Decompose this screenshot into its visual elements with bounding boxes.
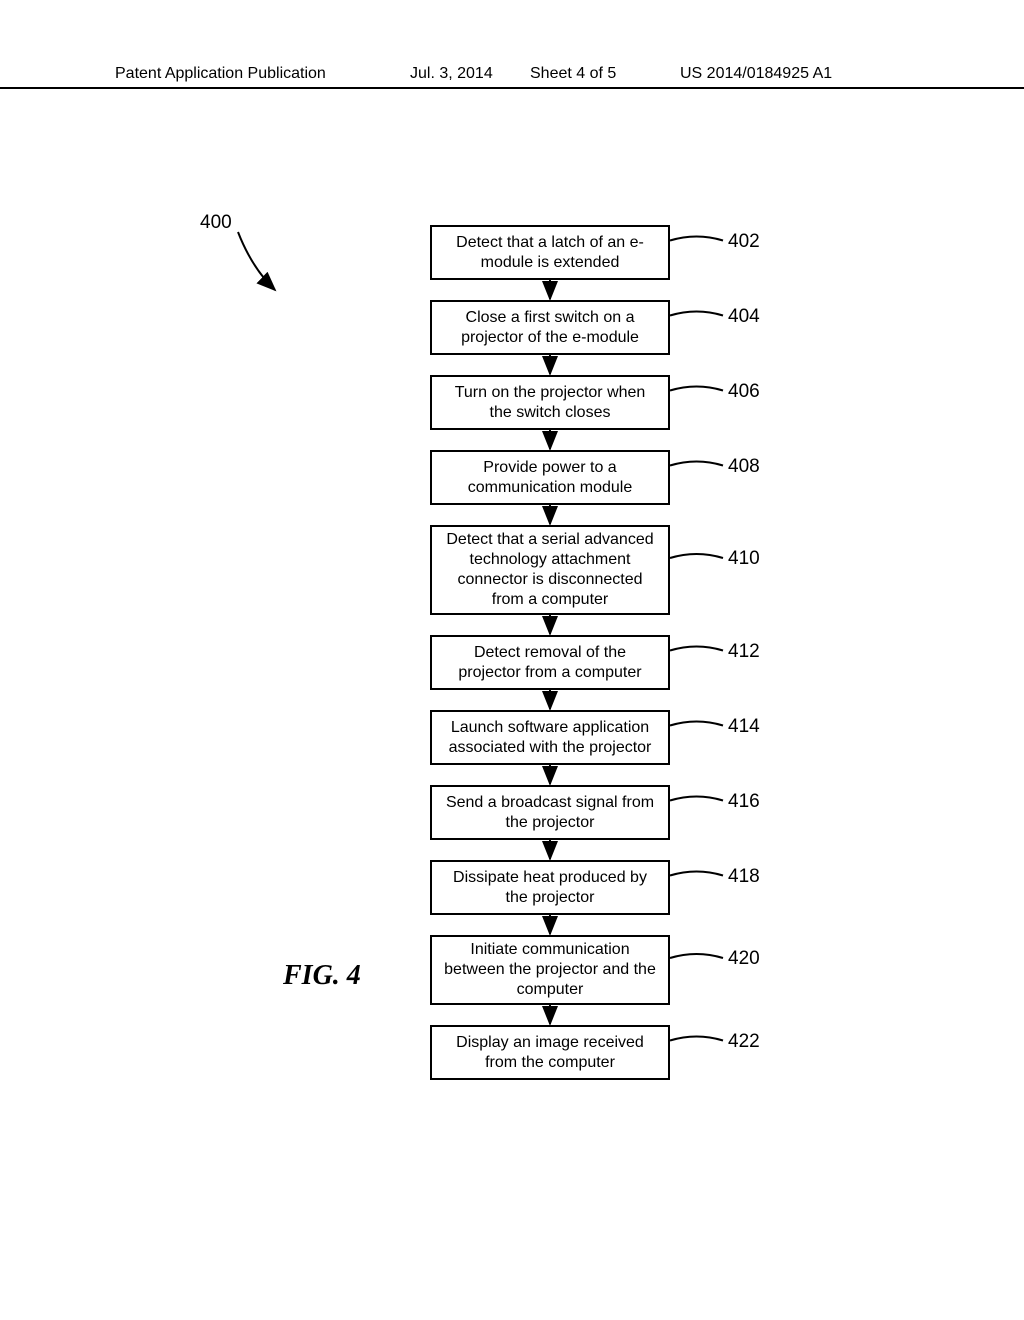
- step-text-420: Initiate communication between the proje…: [442, 940, 658, 1000]
- page-header: Patent Application Publication Jul. 3, 2…: [0, 85, 1024, 89]
- step-text-418: Dissipate heat produced by the projector: [442, 868, 658, 908]
- ref-422: 422: [728, 1031, 760, 1053]
- header-pubno: US 2014/0184925 A1: [680, 65, 832, 83]
- step-box-402: Detect that a latch of an e-module is ex…: [430, 225, 670, 280]
- step-text-404: Close a first switch on a projector of t…: [442, 308, 658, 348]
- step-box-412: Detect removal of the projector from a c…: [430, 635, 670, 690]
- step-box-416: Send a broadcast signal from the project…: [430, 785, 670, 840]
- step-text-414: Launch software application associated w…: [442, 718, 658, 758]
- ref-414: 414: [728, 716, 760, 738]
- ref-420: 420: [728, 948, 760, 970]
- step-box-420: Initiate communication between the proje…: [430, 935, 670, 1005]
- step-text-422: Display an image received from the compu…: [442, 1033, 658, 1073]
- step-box-422: Display an image received from the compu…: [430, 1025, 670, 1080]
- figure-label: FIG. 4: [283, 960, 361, 992]
- step-box-414: Launch software application associated w…: [430, 710, 670, 765]
- step-text-412: Detect removal of the projector from a c…: [442, 643, 658, 683]
- step-box-404: Close a first switch on a projector of t…: [430, 300, 670, 355]
- ref-418: 418: [728, 866, 760, 888]
- step-text-406: Turn on the projector when the switch cl…: [442, 383, 658, 423]
- ref-406: 406: [728, 381, 760, 403]
- step-box-410: Detect that a serial advanced technology…: [430, 525, 670, 615]
- header-date: Jul. 3, 2014: [410, 65, 493, 83]
- ref-402: 402: [728, 231, 760, 253]
- ref-410: 410: [728, 548, 760, 570]
- ref-408: 408: [728, 456, 760, 478]
- header-sheet: Sheet 4 of 5: [530, 65, 616, 83]
- ref-412: 412: [728, 641, 760, 663]
- step-box-406: Turn on the projector when the switch cl…: [430, 375, 670, 430]
- header-left: Patent Application Publication: [115, 65, 326, 83]
- step-text-416: Send a broadcast signal from the project…: [442, 793, 658, 833]
- step-text-402: Detect that a latch of an e-module is ex…: [442, 233, 658, 273]
- ref-400: 400: [200, 212, 232, 234]
- ref-404: 404: [728, 306, 760, 328]
- step-text-408: Provide power to a communication module: [442, 458, 658, 498]
- page: Patent Application Publication Jul. 3, 2…: [0, 0, 1024, 1320]
- step-text-410: Detect that a serial advanced technology…: [442, 530, 658, 610]
- step-box-418: Dissipate heat produced by the projector: [430, 860, 670, 915]
- ref-416: 416: [728, 791, 760, 813]
- step-box-408: Provide power to a communication module: [430, 450, 670, 505]
